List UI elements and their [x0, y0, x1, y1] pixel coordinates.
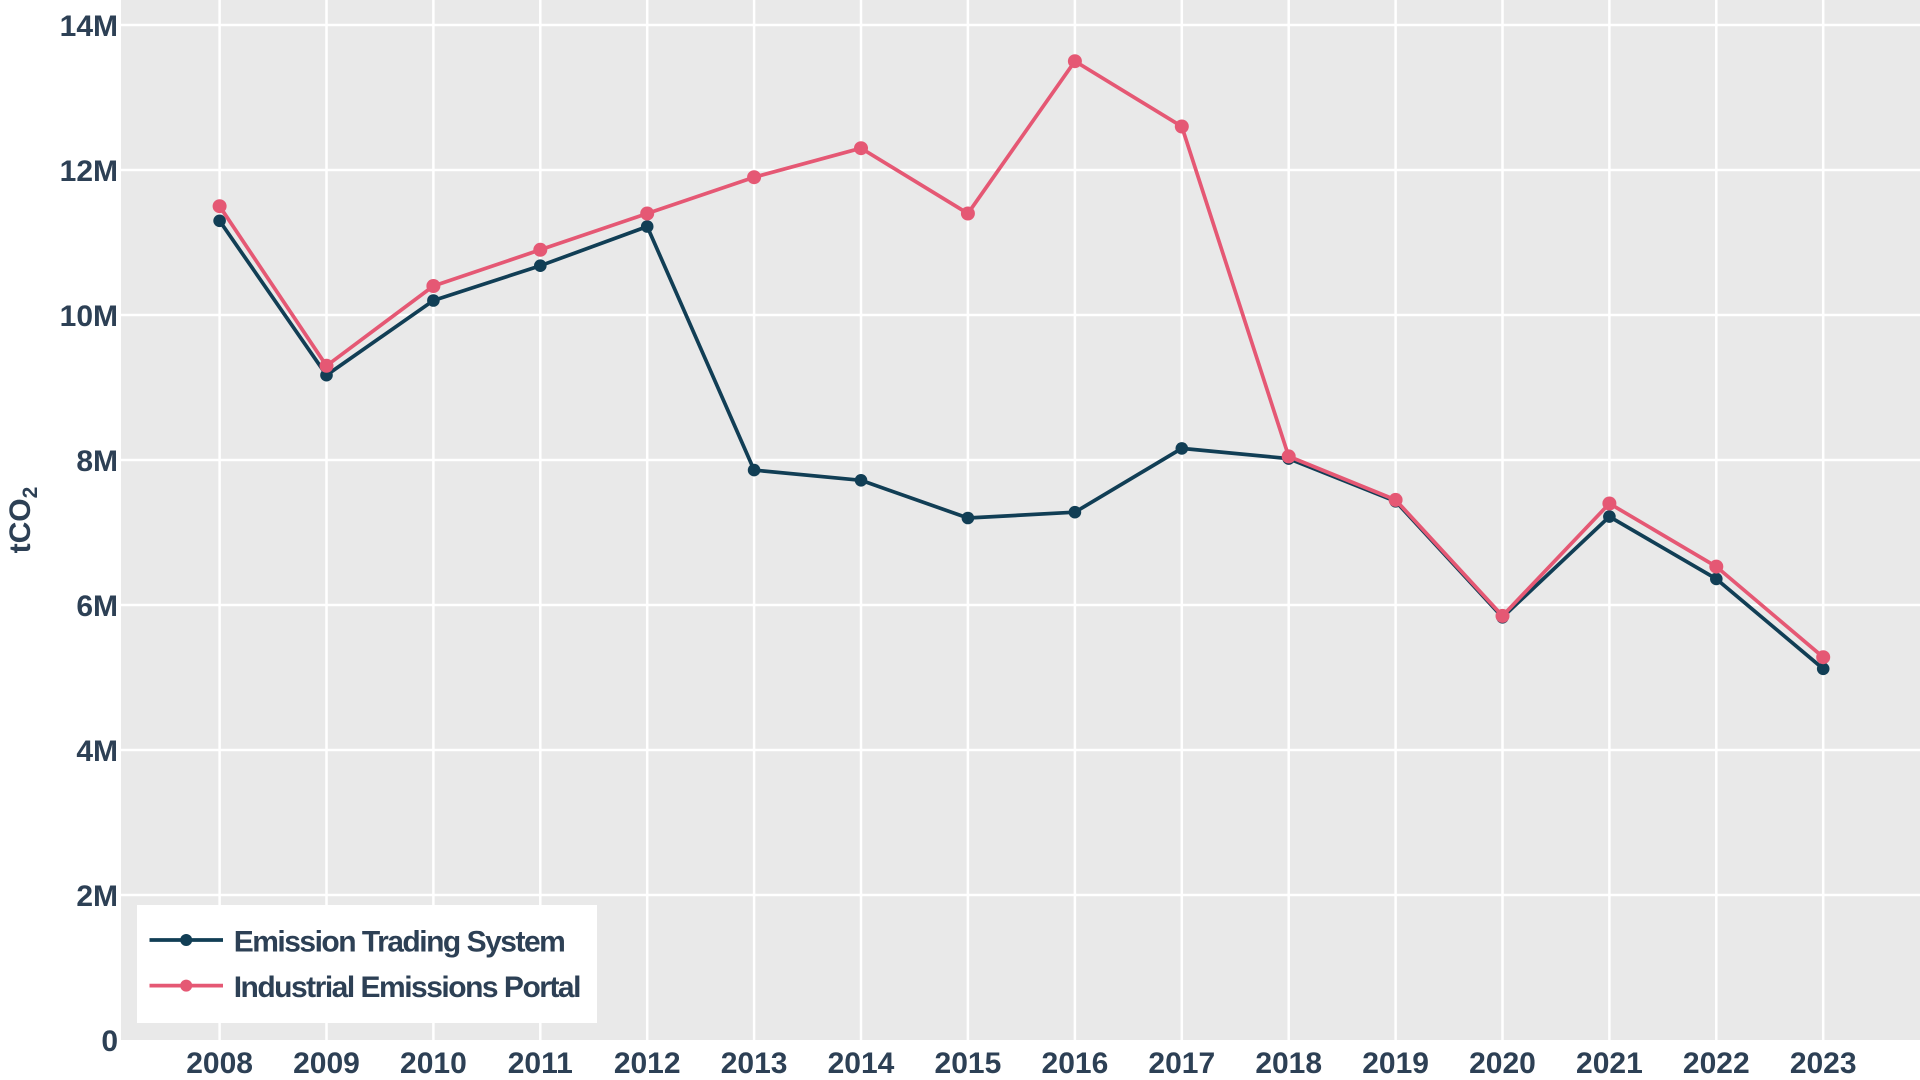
svg-text:2018: 2018	[1255, 1047, 1322, 1080]
svg-text:2010: 2010	[400, 1047, 467, 1080]
svg-text:2008: 2008	[186, 1047, 253, 1080]
svg-text:2023: 2023	[1790, 1047, 1857, 1080]
svg-text:2M: 2M	[76, 880, 118, 913]
svg-text:10M: 10M	[60, 300, 118, 333]
svg-text:12M: 12M	[60, 155, 118, 188]
svg-text:Industrial Emissions Portal: Industrial Emissions Portal	[234, 971, 580, 1004]
svg-text:8M: 8M	[76, 445, 118, 478]
svg-text:2009: 2009	[293, 1047, 360, 1080]
svg-text:2022: 2022	[1683, 1047, 1750, 1080]
svg-text:2012: 2012	[614, 1047, 681, 1080]
svg-text:2019: 2019	[1362, 1047, 1429, 1080]
svg-text:14M: 14M	[60, 10, 118, 43]
svg-text:2020: 2020	[1469, 1047, 1536, 1080]
svg-text:6M: 6M	[76, 590, 118, 623]
svg-text:2016: 2016	[1042, 1047, 1109, 1080]
svg-text:2014: 2014	[828, 1047, 895, 1080]
svg-text:tCO2: tCO2	[4, 487, 42, 554]
svg-text:2015: 2015	[935, 1047, 1002, 1080]
svg-text:2011: 2011	[508, 1047, 573, 1080]
svg-text:2021: 2021	[1576, 1047, 1643, 1080]
svg-text:2017: 2017	[1148, 1047, 1215, 1080]
svg-text:4M: 4M	[76, 735, 118, 768]
svg-text:Emission Trading System: Emission Trading System	[234, 926, 565, 959]
svg-text:2013: 2013	[721, 1047, 788, 1080]
svg-text:0: 0	[101, 1025, 118, 1058]
